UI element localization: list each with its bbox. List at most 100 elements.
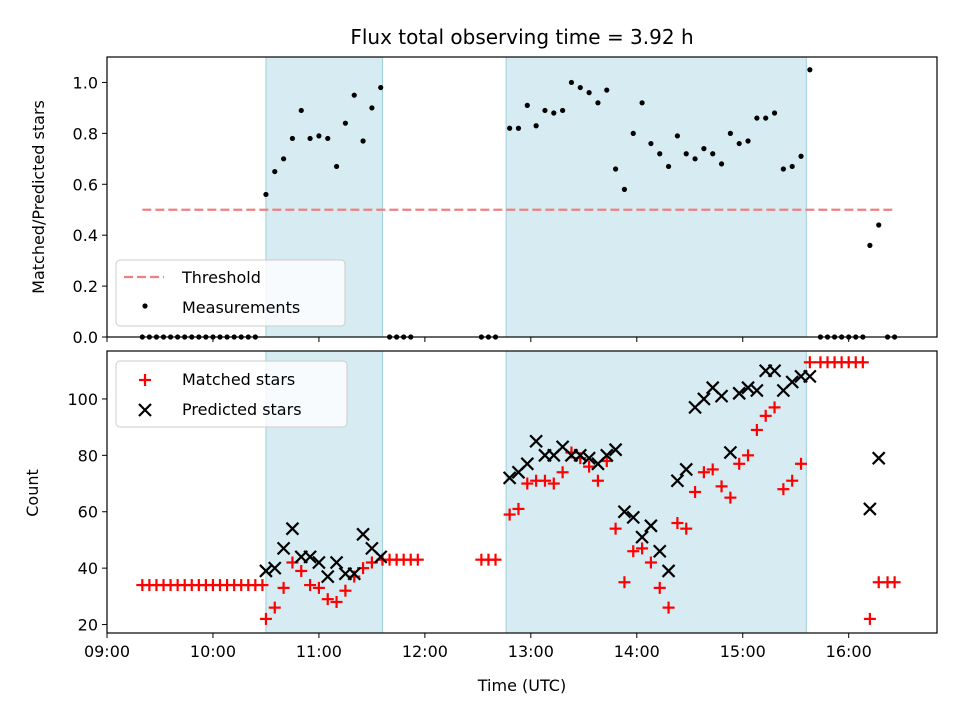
measurement-point: [369, 105, 375, 111]
matched-star-point: [503, 508, 516, 521]
measurement-point: [701, 146, 707, 152]
x-tick-label: 16:00: [826, 642, 872, 661]
measurement-point: [657, 151, 663, 157]
legend-threshold-label: Threshold: [181, 268, 261, 287]
x-tick-label: 10:00: [190, 642, 236, 661]
x-tick-label: 11:00: [296, 642, 342, 661]
matched-star-point: [636, 542, 649, 555]
predicted-star-point: [373, 550, 388, 564]
measurement-point: [639, 100, 645, 106]
measurement-point: [524, 102, 530, 108]
predicted-star-point: [356, 527, 370, 542]
measurement-point: [692, 156, 698, 162]
matched-star-point: [538, 474, 551, 487]
measurement-point: [333, 163, 340, 170]
matched-star-point: [256, 579, 269, 592]
matched-star-point: [591, 474, 604, 487]
predicted-star-point: [679, 462, 694, 477]
measurement-point: [507, 125, 513, 131]
y-tick-label: 40: [78, 559, 98, 578]
matched-star-point: [697, 466, 710, 479]
measurement-point: [272, 168, 278, 175]
matched-star-point: [268, 601, 281, 614]
measurement-point: [754, 115, 760, 121]
measurement-point: [280, 156, 287, 162]
measurement-point: [648, 140, 654, 147]
matched-star-point: [724, 491, 737, 504]
top-legend-box: [115, 259, 346, 327]
measurement-point: [780, 166, 786, 172]
predicted-star-point: [732, 386, 746, 401]
measurement-point: [298, 107, 304, 114]
chart-title: Flux total observing time = 3.92 h: [350, 25, 693, 49]
y-tick-label: 0.2: [73, 277, 98, 296]
matched-star-point: [888, 576, 901, 589]
shaded-interval: [505, 56, 807, 338]
matched-star-point: [583, 460, 596, 473]
measurement-point: [360, 138, 366, 144]
matched-star-point: [644, 556, 657, 569]
predicted-star-point: [520, 457, 535, 471]
measurement-point: [718, 161, 725, 167]
predicted-star-point: [267, 561, 282, 575]
predicted-star-point: [347, 567, 362, 581]
bottom-legend: Matched stars Predicted stars: [115, 360, 348, 428]
y-tick-label: 0.8: [73, 124, 98, 143]
bottom-plot-frame: [106, 350, 938, 634]
matched-star-point: [863, 612, 876, 625]
matched-star-point: [627, 545, 640, 558]
predicted-star-point: [529, 434, 543, 449]
predicted-star-point: [723, 445, 738, 460]
measurement-point: [568, 79, 575, 86]
measurement-point: [727, 130, 733, 136]
measurement-point: [289, 135, 296, 142]
top-legend: Threshold Measurements: [115, 259, 346, 327]
matched-star-point: [786, 474, 799, 487]
count-series: [136, 356, 901, 625]
predicted-star-point: [767, 363, 782, 378]
predicted-star-point: [661, 564, 676, 578]
top-axis-ticks: 0.0 0.2 0.4 0.6 0.8 1.0: [73, 73, 850, 347]
measurement-point: [867, 242, 873, 248]
matched-star-point: [653, 581, 666, 594]
matched-star-point: [671, 517, 684, 530]
predicted-star-point: [803, 369, 817, 384]
measurement-point: [263, 191, 269, 198]
legend-matched-label: Matched stars: [182, 370, 295, 389]
predicted-star-point: [608, 442, 623, 457]
matched-star-point: [856, 356, 869, 369]
y-tick-label: 60: [78, 503, 98, 522]
measurement-point: [586, 90, 592, 96]
predicted-star-point: [785, 375, 799, 389]
x-axis-label: Time (UTC): [477, 676, 566, 695]
measurement-point: [621, 186, 628, 192]
y-tick-label: 20: [78, 616, 98, 635]
matched-star-point: [759, 409, 772, 422]
measurement-point: [789, 163, 795, 170]
predicted-star-point: [573, 448, 588, 463]
matched-star-point: [339, 584, 352, 597]
measurement-point: [612, 166, 619, 172]
predicted-star-point: [502, 471, 517, 485]
y-tick-label: 1.0: [73, 73, 98, 92]
matched-star-point: [277, 581, 290, 594]
bottom-axis-ticks: 09:00 10:00 11:00 12:00 13:00 14:00 15:00 16:00…: [67, 390, 871, 661]
matched-star-point: [547, 477, 560, 490]
measurements-series: [139, 67, 898, 340]
x-tick-label: 14:00: [614, 642, 660, 661]
matched-star-point: [768, 401, 781, 414]
measurement-point: [798, 153, 804, 159]
matched-star-point: [742, 449, 755, 462]
x-tick-label: 09:00: [84, 642, 130, 661]
matched-star-point: [750, 423, 763, 436]
measurement-point: [351, 92, 357, 98]
matched-star-point: [795, 457, 808, 470]
predicted-star-point: [320, 569, 335, 584]
predicted-star-point: [697, 392, 711, 406]
x-tick-label: 15:00: [720, 642, 766, 661]
predicted-star-point: [329, 555, 344, 570]
measurement-point: [736, 140, 742, 147]
measurement-point: [595, 100, 601, 106]
measurement-point: [674, 133, 681, 139]
